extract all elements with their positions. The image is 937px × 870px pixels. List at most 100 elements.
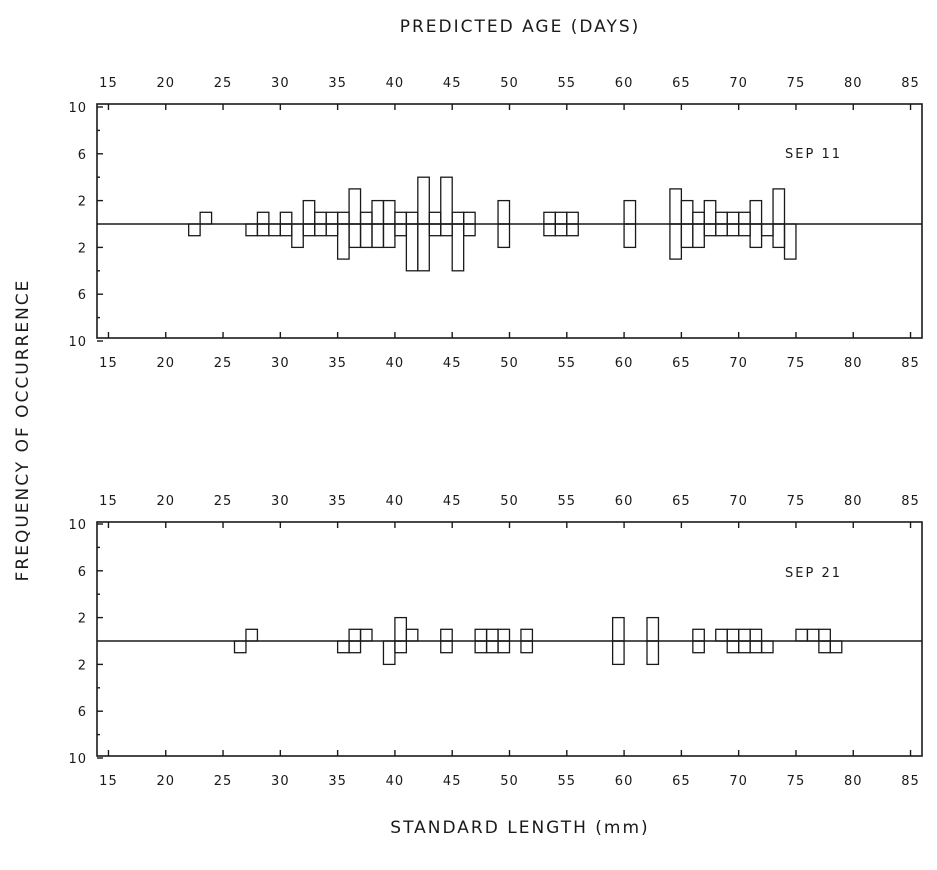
bar-down: [497, 640, 511, 654]
bar-up: [314, 211, 327, 225]
bar-up: [554, 211, 568, 225]
x-tick-label: 40: [386, 774, 405, 789]
bar-up: [440, 628, 453, 642]
bar-down: [325, 223, 339, 237]
bar-up: [405, 628, 419, 642]
x-tick-label: 80: [844, 356, 863, 371]
top-tick-label: 35: [328, 76, 347, 91]
bar-down: [451, 223, 465, 272]
bar-down: [279, 223, 293, 237]
bar-down: [348, 640, 362, 654]
top-tick-label: 85: [901, 76, 920, 91]
bar-down: [818, 640, 831, 654]
top-tick-label: 40: [386, 76, 405, 91]
top-tick-label: 40: [386, 494, 405, 509]
bar-down: [382, 223, 396, 249]
top-tick-label: 65: [672, 494, 691, 509]
top-tick-label: 75: [787, 76, 806, 91]
bar-down: [760, 223, 774, 237]
bar-down: [474, 640, 488, 654]
bar-up: [497, 199, 511, 225]
y-tick-label: 10: [68, 101, 87, 116]
bar-up: [611, 616, 625, 642]
bar-down: [440, 223, 453, 237]
bar-up: [680, 199, 694, 225]
x-tick-label: 85: [901, 774, 920, 789]
bar-down: [233, 640, 247, 654]
bar-down: [314, 223, 327, 237]
x-tick-label: 15: [99, 774, 118, 789]
figure-left-title: FREQUENCY OF OCCURRENCE: [13, 279, 33, 582]
bar-up: [715, 628, 728, 642]
x-tick-label: 25: [214, 356, 233, 371]
bar-down: [566, 223, 579, 237]
top-tick-label: 20: [156, 494, 175, 509]
bar-up: [726, 211, 740, 225]
x-tick-label: 15: [99, 356, 118, 371]
top-tick-label: 30: [271, 76, 290, 91]
bar-down: [738, 640, 751, 654]
x-tick-label: 60: [615, 774, 634, 789]
bar-up: [394, 616, 408, 642]
top-tick-label: 80: [844, 494, 863, 509]
bar-down: [715, 223, 728, 237]
panel-label: SEP 21: [785, 566, 842, 581]
top-tick-label: 60: [615, 494, 634, 509]
bar-up: [703, 199, 717, 225]
x-tick-label: 20: [156, 774, 175, 789]
bar-up: [646, 616, 660, 642]
bar-down: [394, 223, 408, 237]
bar-down: [829, 640, 843, 654]
bar-down: [760, 640, 774, 654]
top-tick-label: 25: [214, 494, 233, 509]
top-tick-label: 75: [787, 494, 806, 509]
x-tick-label: 50: [500, 356, 519, 371]
top-tick-label: 85: [901, 494, 920, 509]
bar-up: [692, 211, 705, 225]
bar-down: [772, 223, 786, 249]
y-tick-label: 6: [78, 288, 87, 303]
bar-up: [806, 628, 820, 642]
bar-up: [336, 211, 350, 225]
bar-up: [302, 199, 316, 225]
bar-down: [783, 223, 797, 260]
bar-down: [382, 640, 396, 666]
bar-up: [359, 211, 373, 225]
x-tick-label: 70: [729, 356, 748, 371]
top-tick-label: 15: [99, 494, 118, 509]
bar-down: [485, 640, 499, 654]
bar-down: [336, 223, 350, 260]
bar-up: [520, 628, 534, 642]
bar-up: [348, 188, 362, 225]
bar-up: [738, 211, 751, 225]
bar-up: [279, 211, 293, 225]
top-tick-label: 55: [558, 76, 577, 91]
top-tick-label: 60: [615, 76, 634, 91]
y-tick-label: 2: [78, 241, 87, 256]
bar-down: [726, 223, 740, 237]
bar-down: [726, 640, 740, 654]
bar-up: [474, 628, 488, 642]
bar-up: [485, 628, 499, 642]
bar-up: [394, 211, 408, 225]
bar-down: [646, 640, 660, 666]
bar-up: [371, 199, 385, 225]
bar-down: [554, 223, 568, 237]
top-tick-label: 45: [443, 494, 462, 509]
y-tick-label: 6: [78, 705, 87, 720]
x-tick-label: 35: [328, 774, 347, 789]
x-tick-label: 45: [443, 774, 462, 789]
x-tick-label: 85: [901, 356, 920, 371]
bar-up: [566, 211, 579, 225]
panel-sep-11: 10 6 2 2 6 10 15 20 25 30 35 40 45 50 55 60 65 70 75 80 85 15…: [68, 76, 923, 371]
bar-up: [749, 628, 763, 642]
top-tick-label: 65: [672, 76, 691, 91]
bar-down: [336, 640, 350, 654]
bar-down: [749, 640, 763, 654]
bar-down: [188, 223, 201, 237]
bar-up: [359, 628, 373, 642]
bar-down: [245, 223, 259, 237]
x-tick-label: 65: [672, 774, 691, 789]
bar-down: [394, 640, 408, 654]
bar-up: [348, 628, 362, 642]
